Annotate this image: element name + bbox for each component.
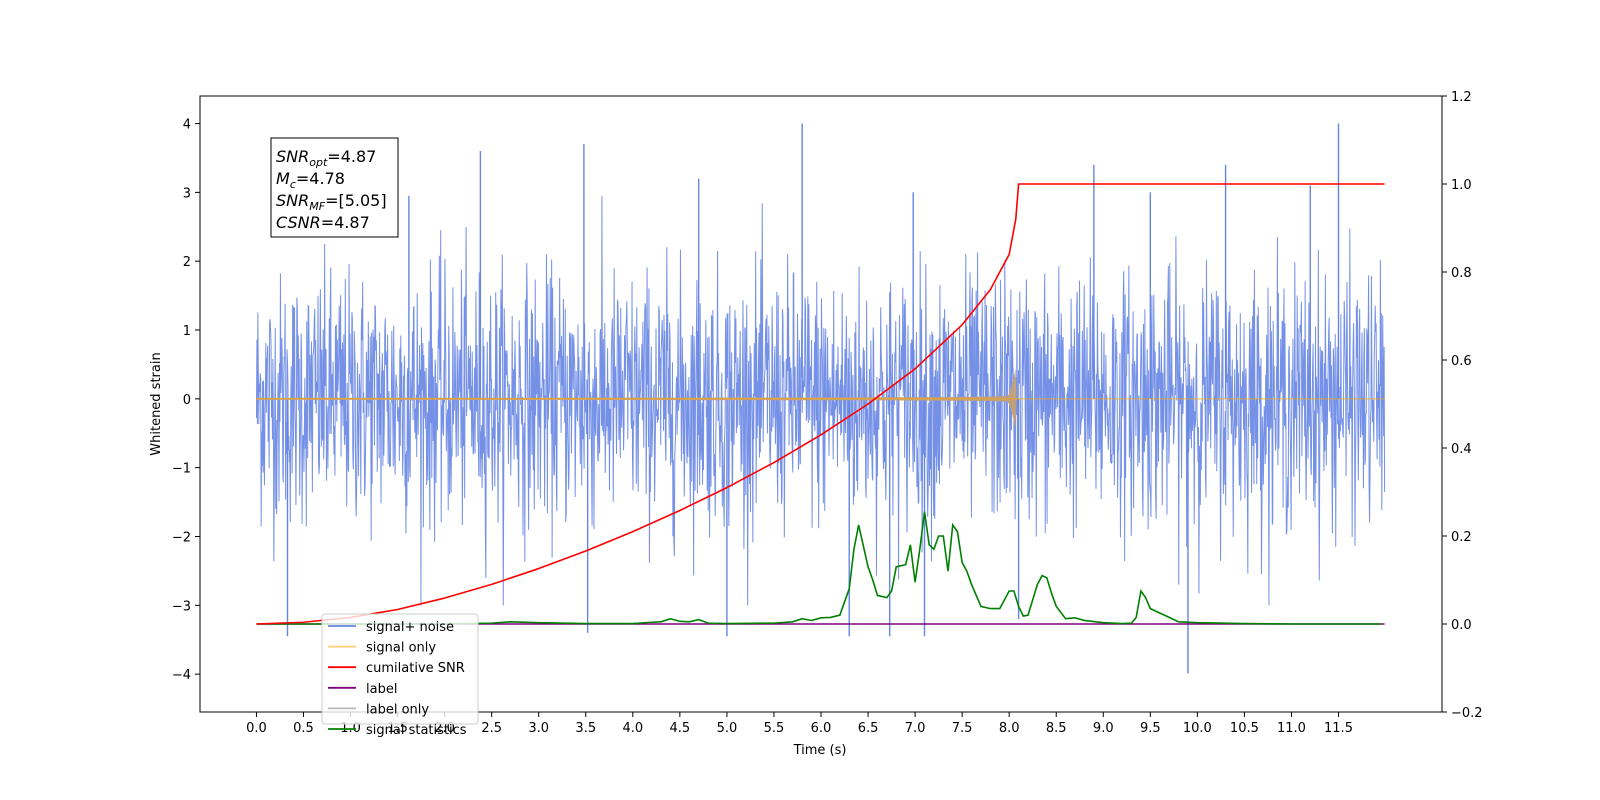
y-tick-label: −3	[172, 599, 191, 614]
x-tick-label: 0.5	[293, 721, 314, 736]
x-tick-label: 4.0	[622, 721, 643, 736]
annotation-line: CSNR=4.87	[276, 213, 370, 232]
y-tick-label: −4	[172, 668, 191, 683]
y-right-tick-label: 0.4	[1451, 442, 1472, 457]
legend-label: signal statistics	[366, 723, 467, 738]
x-tick-label: 11.5	[1324, 721, 1353, 736]
y-right-tick-label: 1.0	[1451, 178, 1472, 193]
x-tick-label: 10.5	[1230, 721, 1259, 736]
x-tick-label: 3.5	[575, 721, 596, 736]
x-tick-label: 7.5	[952, 721, 973, 736]
axes-layer: 0.0 0.5 1.0 1.5 2.0 2.5 3.0 3.5 4.0 4.5 5.0 5.5 6.0 6…	[172, 90, 1483, 736]
x-tick-label: 2.5	[481, 721, 502, 736]
x-tick-label: 2.0	[434, 721, 455, 736]
x-axis-title: Time (s)	[793, 743, 847, 758]
x-tick-label: 9.0	[1093, 721, 1114, 736]
x-tick-label: 7.0	[905, 721, 926, 736]
x-tick-label: 9.5	[1140, 721, 1161, 736]
x-tick-label: 8.0	[999, 721, 1020, 736]
series-cumilative-snr	[256, 183, 1385, 625]
legend-label: label	[366, 682, 397, 697]
annotation-line: SNRopt=4.87	[276, 147, 376, 169]
legend-label: signal only	[366, 641, 436, 656]
y-tick-label: 3	[183, 186, 191, 201]
legend-frame	[321, 613, 479, 725]
y-right-tick-label: 0.8	[1451, 266, 1472, 281]
y-right-tick-label: −0.2	[1451, 706, 1483, 721]
y-tick-label: −2	[172, 530, 191, 545]
x-tick-label: 1.5	[387, 721, 408, 736]
x-tick-label: 11.0	[1277, 721, 1306, 736]
y-tick-label: 2	[183, 255, 191, 270]
legend: signal+ noise signal only cumilative SNR la…	[321, 613, 479, 738]
y-right-tick-label: 1.2	[1451, 90, 1472, 105]
x-tick-label: 10.0	[1183, 721, 1212, 736]
y-tick-label: 4	[183, 118, 191, 133]
x-tick-label: 3.0	[528, 721, 549, 736]
legend-label: signal+ noise	[366, 620, 454, 635]
y-right-tick-label: 0.6	[1451, 354, 1472, 369]
series-signal-statistics	[256, 511, 1381, 625]
y-right-tick-label: 0.2	[1451, 530, 1472, 545]
x-tick-label: 5.0	[717, 721, 738, 736]
legend-label: label only	[366, 702, 429, 717]
annotation-frame	[270, 137, 399, 238]
x-tick-label: 6.0	[811, 721, 832, 736]
y-tick-label: 0	[183, 393, 191, 408]
x-tick-label: 6.5	[858, 721, 879, 736]
x-tick-label: 0.0	[246, 721, 267, 736]
y-axis-title: Whitened strain	[149, 352, 164, 455]
annotation-line: SNRMF=[5.05]	[276, 191, 387, 213]
x-tick-label: 5.5	[764, 721, 785, 736]
y-right-tick-label: 0.0	[1451, 618, 1472, 633]
y-tick-label: 1	[183, 324, 191, 339]
x-tick-label: 8.5	[1046, 721, 1067, 736]
x-tick-label: 4.5	[670, 721, 691, 736]
legend-label: cumilative SNR	[366, 661, 465, 676]
annotation-line: Mc=4.78	[276, 169, 345, 191]
y-tick-label: −1	[172, 462, 191, 477]
